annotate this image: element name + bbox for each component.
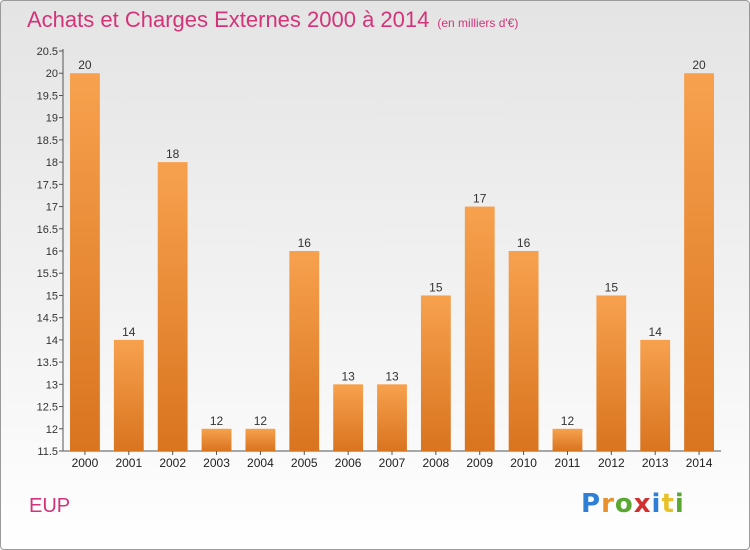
bar-2002 [157,162,188,451]
location-label: EUP [29,495,71,517]
bar-2008 [420,295,451,451]
bar-2013 [640,339,671,451]
x-tick-label-2007: 2007 [379,456,406,470]
bar-2012 [596,295,627,451]
y-tick-label: 11.5 [37,446,58,458]
bar-2004 [245,428,276,451]
bar-2003 [201,428,232,451]
y-tick-label: 13.5 [37,357,58,369]
bars [70,73,714,451]
bar-2000 [70,73,100,451]
data-label-2003: 12 [210,414,224,428]
y-tick-label: 20.5 [37,46,58,58]
title-text: Achats et Charges Externes 2000 à 2014 [27,7,430,32]
y-tick-label: 16 [46,246,58,258]
x-tick-label-2014: 2014 [686,456,713,470]
x-tick-label-2006: 2006 [335,456,362,470]
logo-letter: x [633,489,652,519]
y-tick-label: 14.5 [37,313,58,325]
data-label-2011: 12 [561,414,575,428]
y-tick-label: 20 [46,68,58,80]
bar-2007 [377,384,407,451]
x-tick-label-2003: 2003 [203,456,230,470]
y-tick-label: 15 [46,290,58,302]
data-label-2001: 14 [122,325,136,339]
x-tick-label-2005: 2005 [291,456,318,470]
bar-2005 [289,251,320,451]
bar-2009 [464,206,495,451]
y-tick-label: 19 [46,113,58,125]
y-tick-label: 14 [46,335,58,347]
x-tick-label-2000: 2000 [72,456,99,470]
y-tick-label: 16.5 [37,224,58,236]
data-label-2013: 14 [649,325,663,339]
logo-letter: r [601,489,615,519]
x-tick-label-2002: 2002 [159,456,186,470]
data-label-2008: 15 [429,280,443,294]
data-labels: 20 14 18 12 12 16 13 13 15 17 16 12 15 14 20 [78,58,706,428]
data-label-2000: 20 [78,58,92,72]
data-label-2007: 13 [385,369,399,383]
data-label-2002: 18 [166,147,180,161]
chart-title: Achats et Charges Externes 2000 à 2014 (e… [27,7,518,33]
x-tick-label-2011: 2011 [555,456,581,470]
x-tick-label-2012: 2012 [598,456,625,470]
y-tick-label: 13 [46,379,58,391]
data-label-2009: 17 [473,192,487,206]
x-tick-label-2008: 2008 [423,456,450,470]
y-tick-label: 17.5 [37,179,58,191]
x-tick-label-2001: 2001 [115,456,142,470]
logo-letter: t [661,489,675,519]
y-tick-label: 12.5 [37,402,58,414]
logo-letter: i [674,489,685,519]
y-tick-label: 12 [46,424,58,436]
y-tick-label: 18 [46,157,58,169]
data-label-2010: 16 [517,236,531,250]
chart-subtitle: (en milliers d'€) [437,16,519,30]
data-label-2005: 16 [298,236,312,250]
bar-2006 [333,384,364,451]
logo-letter: P [581,489,602,519]
logo-letter: i [651,489,662,519]
x-tick-label-2013: 2013 [642,456,669,470]
proxiti-logo: Proxiti [581,489,685,519]
y-tick-label: 17 [46,202,58,214]
x-tick-label-2010: 2010 [510,456,537,470]
bar-2014 [684,73,714,451]
y-tick-label: 18.5 [37,135,58,147]
data-label-2004: 12 [254,414,268,428]
y-tick-label: 15.5 [37,268,58,280]
x-tick-label-2004: 2004 [247,456,274,470]
data-label-2006: 13 [341,369,355,383]
x-tick-label-2009: 2009 [466,456,493,470]
data-label-2014: 20 [692,58,706,72]
bar-2011 [552,428,583,451]
data-label-2012: 15 [605,280,619,294]
bar-2010 [508,251,539,451]
bar-2001 [113,339,144,451]
y-tick-label: 19.5 [37,90,58,102]
axes: 11.5 12 12.5 13 13.5 14 14.5 15 15.5 16 16.5 17 17.5… [37,46,721,470]
logo-letter: o [614,489,634,519]
